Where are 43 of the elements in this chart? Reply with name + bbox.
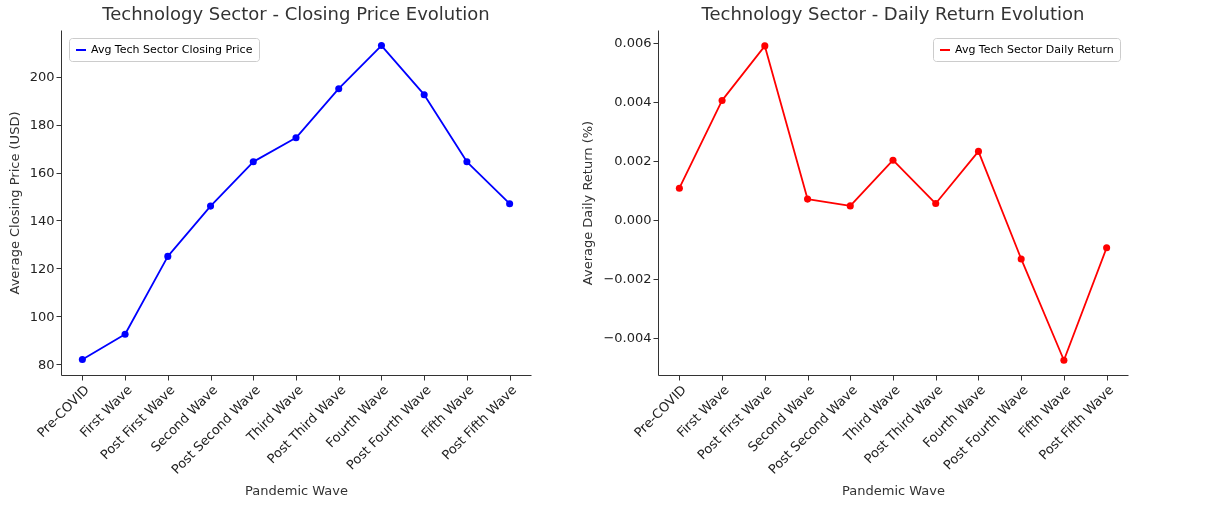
point bbox=[335, 85, 343, 93]
point bbox=[804, 195, 812, 203]
point bbox=[377, 42, 385, 50]
point bbox=[974, 147, 982, 155]
point bbox=[761, 42, 769, 50]
x-axis-title: Pandemic Wave bbox=[842, 482, 945, 498]
text: 0.002 bbox=[614, 153, 652, 169]
y-tick-label: 140 bbox=[29, 212, 55, 228]
y-tick-label: −0.002 bbox=[603, 271, 652, 287]
chart-title: Technology Sector - Closing Price Evolution bbox=[101, 3, 490, 24]
point bbox=[718, 96, 726, 104]
point bbox=[121, 330, 129, 338]
point bbox=[207, 202, 215, 210]
y-tick-label: 200 bbox=[29, 69, 55, 85]
y-tick-label: 100 bbox=[29, 308, 55, 324]
point bbox=[506, 200, 514, 208]
legend-label: Avg Tech Sector Closing Price bbox=[91, 43, 253, 56]
point bbox=[675, 184, 683, 192]
y-tick-label: 160 bbox=[29, 165, 55, 181]
point bbox=[846, 202, 854, 210]
y-axis-title: Average Daily Return (%) bbox=[580, 120, 596, 286]
text: 0.004 bbox=[614, 94, 652, 110]
point bbox=[1017, 255, 1025, 263]
point bbox=[78, 355, 86, 363]
point bbox=[249, 158, 257, 166]
point bbox=[1060, 356, 1068, 364]
text: 0.006 bbox=[614, 35, 652, 51]
y-tick-label: 120 bbox=[29, 260, 55, 276]
y-tick-label: 180 bbox=[29, 117, 55, 133]
y-tick-label: 80 bbox=[37, 356, 55, 372]
point bbox=[463, 158, 471, 166]
point bbox=[292, 134, 300, 142]
point bbox=[164, 252, 172, 260]
text: 0.000 bbox=[614, 212, 652, 228]
x-axis-title: Pandemic Wave bbox=[245, 482, 348, 498]
point bbox=[1103, 244, 1111, 252]
point bbox=[889, 156, 897, 164]
legend-label: Avg Tech Sector Daily Return bbox=[955, 43, 1114, 56]
y-tick-label: −0.004 bbox=[603, 330, 652, 346]
y-axis-title: Average Closing Price (USD) bbox=[6, 111, 22, 295]
point bbox=[420, 91, 428, 99]
point bbox=[932, 200, 940, 208]
chart-title: Technology Sector - Daily Return Evolution bbox=[700, 3, 1085, 24]
